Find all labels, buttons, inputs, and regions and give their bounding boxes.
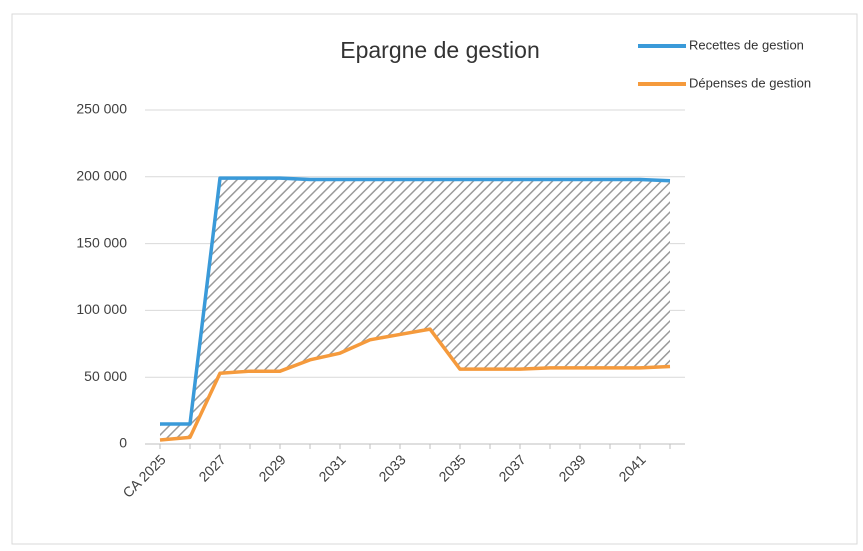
y-tick-label: 0	[119, 435, 127, 451]
y-tick-label: 50 000	[84, 368, 127, 384]
series-line	[159, 327, 671, 442]
legend-label: Dépenses de gestion	[689, 75, 811, 90]
y-tick-label: 250 000	[76, 101, 127, 117]
chart-title: Epargne de gestion	[340, 37, 540, 63]
series-line	[160, 176, 671, 426]
y-tick-label: 100 000	[76, 301, 127, 317]
savings-area	[160, 178, 670, 440]
y-tick-label: 200 000	[76, 168, 127, 184]
legend-label: Recettes de gestion	[689, 37, 804, 52]
y-tick-label: 150 000	[76, 234, 127, 250]
